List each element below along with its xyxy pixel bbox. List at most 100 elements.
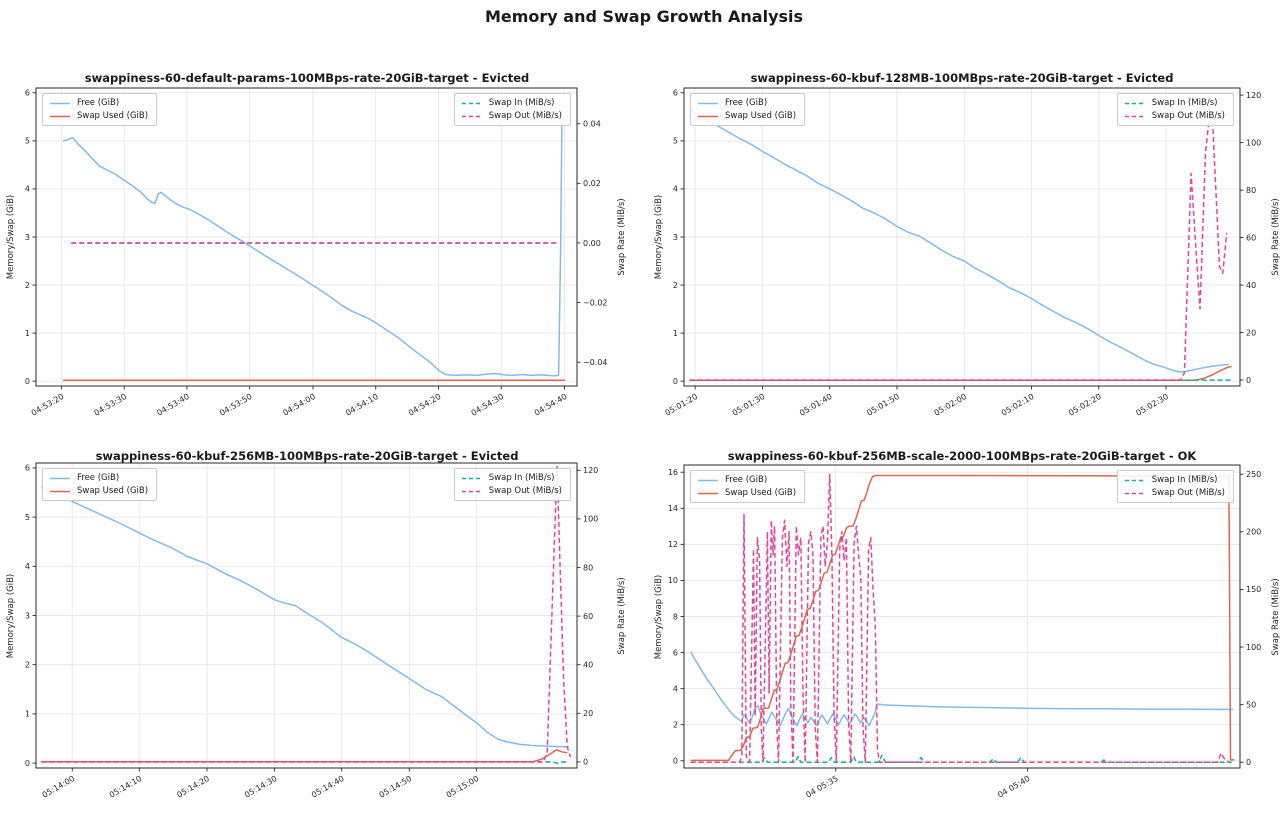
left-axis-label: Memory/Swap (GiB) [6, 194, 16, 280]
plot-svg: 0 2 4 6 8 10 12 14 16 0 50 100 150 200 250 04 05:35 04 0… [668, 464, 1261, 800]
y2-tick-label: 120 [1246, 91, 1261, 100]
y2-tick-label: 20 [1246, 328, 1256, 337]
x-tick-label: 05:01:50 [865, 392, 901, 418]
legend-item: Swap In (MiB/s) [1124, 475, 1225, 485]
x-tick-label: 04:54:40 [533, 392, 569, 418]
y-tick-label: 4 [25, 185, 30, 194]
x-tick-label: 04 05:40 [996, 774, 1031, 800]
series-line-free [41, 485, 569, 748]
legend-line-sample [461, 490, 482, 492]
legend-right: Swap In (MiB/s) Swap Out (MiB/s) [453, 468, 571, 501]
legend-line-sample [50, 490, 70, 492]
y-tick-label: 5 [673, 137, 678, 146]
legend-line-sample [461, 115, 482, 117]
x-tick-label: 05:14:50 [378, 774, 414, 800]
y-tick-label: 12 [668, 540, 678, 549]
legend-line-sample [698, 492, 718, 494]
x-tick-label: 04:54:00 [281, 392, 317, 418]
y2-tick-label: 100 [583, 515, 598, 524]
legend-line-sample [698, 115, 718, 117]
legend-line-sample [461, 477, 482, 479]
y2-tick-label: 100 [1246, 138, 1261, 147]
series-line-free [689, 108, 1229, 373]
chart-bottom-left: 0 1 2 3 4 5 6 0 20 40 60 80 100 120 05:14:00 05:14:10 05… [0, 435, 644, 824]
x-tick-label: 05:14:00 [41, 774, 77, 800]
x-tick-label: 05:01:30 [731, 392, 767, 418]
y2-tick-label: 0.02 [583, 179, 601, 188]
y-tick-label: 3 [673, 233, 678, 242]
legend-line-sample [1124, 479, 1145, 481]
x-tick-label: 05:02:30 [1134, 392, 1170, 418]
right-axis-label: Swap Rate (MiB/s) [1271, 198, 1281, 276]
legend-label: Free (GiB) [77, 473, 120, 483]
y-tick-label: 6 [673, 89, 678, 98]
legend-left: Free (GiB) Swap Used (GiB) [690, 93, 806, 126]
left-axis-label: Memory/Swap (GiB) [654, 574, 664, 660]
y-tick-label: 2 [673, 721, 678, 730]
legend-item: Free (GiB) [697, 98, 796, 108]
x-tick-label: 05:02:00 [933, 392, 969, 418]
y2-tick-label: 80 [583, 563, 593, 572]
y-tick-label: 1 [673, 329, 678, 338]
chart-bottom-right: 0 2 4 6 8 10 12 14 16 0 50 100 150 200 250 04 05:35 04 0… [648, 435, 1288, 824]
chart-title: swappiness-60-default-params-100MBps-rat… [84, 71, 530, 85]
x-tick-label: 04 05:35 [804, 774, 839, 800]
right-axis-label: Swap Rate (MiB/s) [617, 198, 627, 276]
x-tick-label: 05:01:20 [663, 392, 699, 418]
legend-item: Swap Used (GiB) [697, 488, 796, 498]
legend-line-sample [50, 477, 70, 479]
legend-item: Swap In (MiB/s) [461, 98, 562, 108]
legend-label: Swap In (MiB/s) [1151, 98, 1218, 108]
x-tick-label: 05:02:20 [1067, 392, 1103, 418]
legend-item: Free (GiB) [49, 98, 148, 108]
legend-item: Swap Out (MiB/s) [1124, 488, 1225, 498]
series-line-swap_out [689, 115, 1228, 381]
legend-line-sample [698, 102, 718, 104]
y-tick-label: 4 [25, 562, 30, 571]
y2-tick-label: −0.02 [583, 298, 608, 307]
legend-line-sample [1124, 102, 1145, 104]
legend-item: Free (GiB) [49, 473, 148, 483]
y2-tick-label: 80 [1246, 186, 1256, 195]
y2-tick-label: 60 [583, 612, 593, 621]
legend-line-sample [50, 115, 70, 117]
legend-label: Swap Out (MiB/s) [1151, 111, 1225, 121]
series-line-swap_out [690, 473, 1230, 763]
legend-label: Swap Used (GiB) [725, 111, 797, 121]
series-line-free [62, 114, 563, 377]
x-tick-label: 05:14:10 [108, 774, 144, 800]
y2-tick-label: 50 [1246, 700, 1256, 709]
legend-label: Swap In (MiB/s) [488, 98, 555, 108]
y2-tick-label: 40 [1246, 281, 1256, 290]
y-tick-label: 0 [25, 377, 30, 386]
y2-tick-label: 0.04 [583, 120, 601, 129]
y2-tick-label: 0.00 [583, 239, 601, 248]
chart-top-left: 0 1 2 3 4 5 6 0.04 0.02 0.00 −0.02 −0.04 04:53:20 04:… [0, 60, 644, 435]
legend-item: Swap In (MiB/s) [1124, 98, 1225, 108]
y2-tick-label: 20 [583, 709, 593, 718]
legend-label: Swap Used (GiB) [725, 488, 797, 498]
y-tick-label: 5 [25, 137, 30, 146]
page-title: Memory and Swap Growth Analysis [484, 7, 804, 26]
x-tick-label: 04:54:30 [470, 392, 506, 418]
y2-tick-label: 120 [583, 466, 598, 475]
legend-item: Swap Used (GiB) [49, 111, 148, 121]
legend-label: Swap Used (GiB) [77, 111, 149, 121]
y-tick-label: 3 [25, 233, 30, 242]
legend-right: Swap In (MiB/s) Swap Out (MiB/s) [1116, 470, 1234, 503]
legend-label: Swap Out (MiB/s) [488, 111, 562, 121]
y-tick-label: 2 [25, 660, 30, 669]
legend-item: Swap Used (GiB) [697, 111, 796, 121]
y-tick-label: 6 [673, 648, 678, 657]
y-tick-label: 0 [25, 759, 30, 768]
legend-line-sample [698, 479, 718, 481]
legend-left: Free (GiB) Swap Used (GiB) [42, 93, 158, 126]
legend-right: Swap In (MiB/s) Swap Out (MiB/s) [453, 93, 571, 126]
legend-item: Free (GiB) [697, 475, 796, 485]
legend-label: Swap Out (MiB/s) [1151, 488, 1225, 498]
y2-tick-label: 0 [583, 758, 588, 767]
y2-tick-label: −0.04 [583, 358, 608, 367]
y2-tick-label: 100 [1246, 643, 1261, 652]
